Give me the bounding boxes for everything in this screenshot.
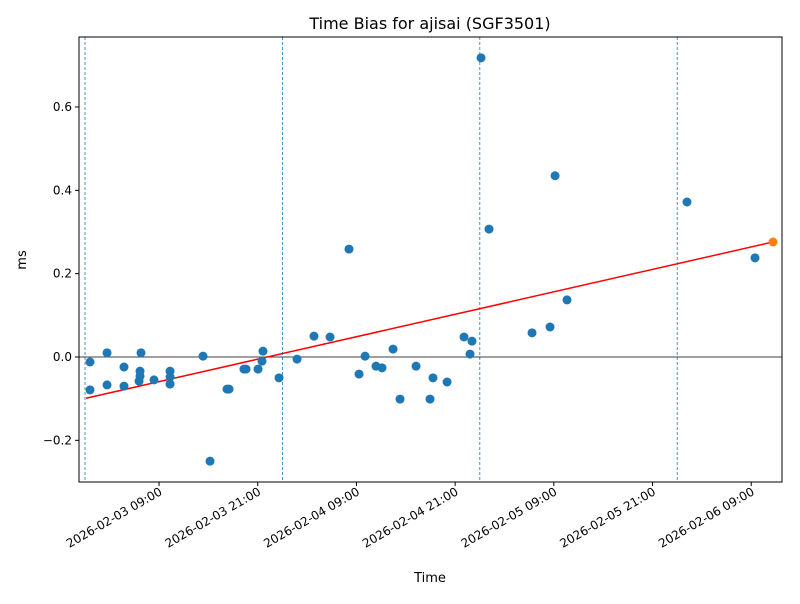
data-point [465, 349, 475, 359]
data-point [85, 385, 95, 395]
data-point [425, 394, 435, 404]
data-point [205, 456, 215, 466]
data-point [377, 363, 387, 373]
data-point [241, 364, 251, 374]
data-point [750, 253, 760, 263]
y-tick-label: 0.0 [53, 350, 72, 364]
data-point [428, 373, 438, 383]
x-tick-label: 2026-02-05 21:00 [557, 484, 658, 550]
y-tick-label: −0.2 [43, 433, 72, 447]
data-point [360, 351, 370, 361]
data-point [198, 351, 208, 361]
data-point [224, 384, 234, 394]
x-tick-label: 2026-02-05 09:00 [459, 484, 560, 550]
data-point [119, 362, 129, 372]
data-point [562, 295, 572, 305]
data-point [550, 171, 560, 181]
data-point [476, 53, 486, 63]
data-point [102, 348, 112, 358]
data-point [253, 364, 263, 374]
data-point [682, 197, 692, 207]
plot-frame [78, 36, 783, 483]
data-point [102, 380, 112, 390]
x-tick-label: 2026-02-04 09:00 [261, 484, 362, 550]
data-point [136, 348, 146, 358]
data-point [135, 371, 145, 381]
data-point [527, 328, 537, 338]
data-point [165, 372, 175, 382]
data-point [325, 332, 335, 342]
x-tick-label: 2026-02-03 09:00 [64, 484, 165, 550]
x-tick-label: 2026-02-04 21:00 [360, 484, 461, 550]
chart-title: Time Bias for ajisai (SGF3501) [308, 14, 550, 33]
data-point [354, 369, 364, 379]
data-point [149, 375, 159, 385]
x-tick-label: 2026-02-06 09:00 [656, 484, 757, 550]
data-point [442, 377, 452, 387]
data-point [388, 344, 398, 354]
data-point [165, 379, 175, 389]
x-axis-label: Time [413, 571, 446, 586]
data-point [257, 356, 267, 366]
data-point [395, 394, 405, 404]
data-point [292, 354, 302, 364]
y-tick-label: 0.6 [53, 100, 72, 114]
y-tick-label: 0.4 [53, 183, 72, 197]
data-point [344, 244, 354, 254]
data-point [258, 346, 268, 356]
data-point [484, 224, 494, 234]
data-point [411, 361, 421, 371]
data-point [85, 357, 95, 367]
y-axis-label: ms [15, 250, 30, 270]
data-point [467, 336, 477, 346]
data-point [119, 381, 129, 391]
y-tick-label: 0.2 [53, 267, 72, 281]
fit-line [85, 241, 774, 399]
data-point [309, 331, 319, 341]
data-point [274, 373, 284, 383]
data-point [459, 332, 469, 342]
data-point [545, 322, 555, 332]
data-point [768, 237, 778, 247]
x-tick-label: 2026-02-03 21:00 [163, 484, 264, 550]
